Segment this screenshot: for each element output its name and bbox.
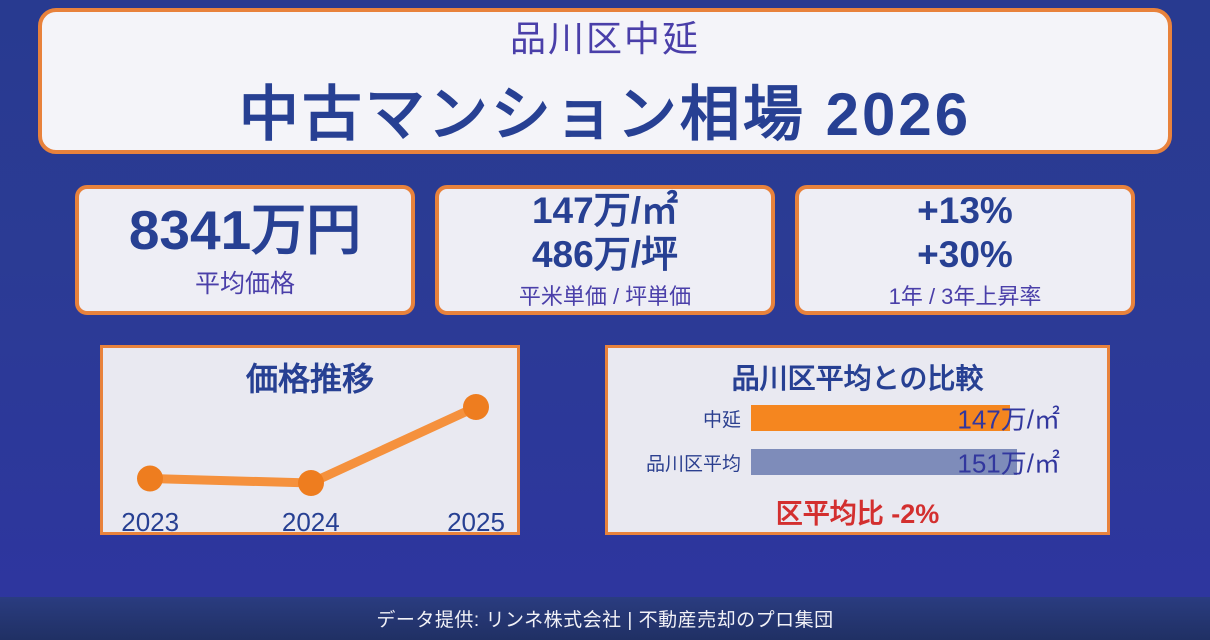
bar-label-nakanobu: 中延 xyxy=(702,409,741,431)
bar-value-nakanobu: 147万/㎡ xyxy=(957,404,1060,435)
bar-track: 147万/㎡ xyxy=(751,405,1089,435)
average-price-value: 8341万円 xyxy=(128,198,362,261)
area-subtitle: 品川区中延 xyxy=(509,17,700,59)
price-trend-title: 価格推移 xyxy=(245,361,374,397)
sqm-price-value: 147万/㎡ xyxy=(531,189,678,231)
unit-price-caption: 平米単価 / 坪単価 xyxy=(518,284,692,310)
stat-card-unit-price: 147万/㎡ 486万/坪 平米単価 / 坪単価 xyxy=(435,185,775,315)
comparison-bar-row-ward-average: 品川区平均 151万/㎡ xyxy=(616,449,1089,479)
ward-comparison-panel: 品川区平均との比較 中延 147万/㎡ 品川区平均 151万/㎡ 区平均比 -2… xyxy=(605,345,1110,535)
average-price-caption: 平均価格 xyxy=(194,270,295,299)
bar-value-ward-average: 151万/㎡ xyxy=(957,448,1060,479)
trend-x-axis: 2023 2024 2025 xyxy=(103,507,517,537)
comparison-bar-row-nakanobu: 中延 147万/㎡ xyxy=(616,405,1089,435)
bar-label-ward-average: 品川区平均 xyxy=(645,453,741,475)
growth-rate-caption: 1年 / 3年上昇率 xyxy=(888,284,1042,310)
ward-comparison-title: 品川区平均との比較 xyxy=(731,363,984,394)
data-provider-credit: データ提供: リンネ株式会社 | 不動産売却のプロ集団 xyxy=(376,610,834,631)
x-label-2023: 2023 xyxy=(121,507,180,537)
price-trend-panel: 価格推移 2023 2024 2025 xyxy=(100,345,520,537)
header-card: 品川区中延 中古マンション相場 2026 xyxy=(38,8,1172,154)
bar-track: 151万/㎡ xyxy=(751,449,1089,479)
footer-bar: データ提供: リンネ株式会社 | 不動産売却のプロ集団 xyxy=(0,597,1210,640)
bar-fill-ward-average xyxy=(751,449,1017,475)
bar-fill-nakanobu xyxy=(751,405,1010,431)
trend-line-chart xyxy=(137,394,489,496)
three-year-rise-value: +30% xyxy=(917,234,1013,275)
stat-card-average-price: 8341万円 平均価格 xyxy=(75,185,415,315)
tsubo-price-value: 486万/坪 xyxy=(531,234,678,275)
stat-card-growth-rate: +13% +30% 1年 / 3年上昇率 xyxy=(795,185,1135,315)
page-title: 中古マンション相場 2026 xyxy=(238,80,972,148)
one-year-rise-value: +13% xyxy=(917,189,1013,231)
x-label-2025: 2025 xyxy=(447,507,505,537)
x-label-2024: 2024 xyxy=(281,507,340,537)
ward-average-diff: 区平均比 -2% xyxy=(775,499,940,529)
